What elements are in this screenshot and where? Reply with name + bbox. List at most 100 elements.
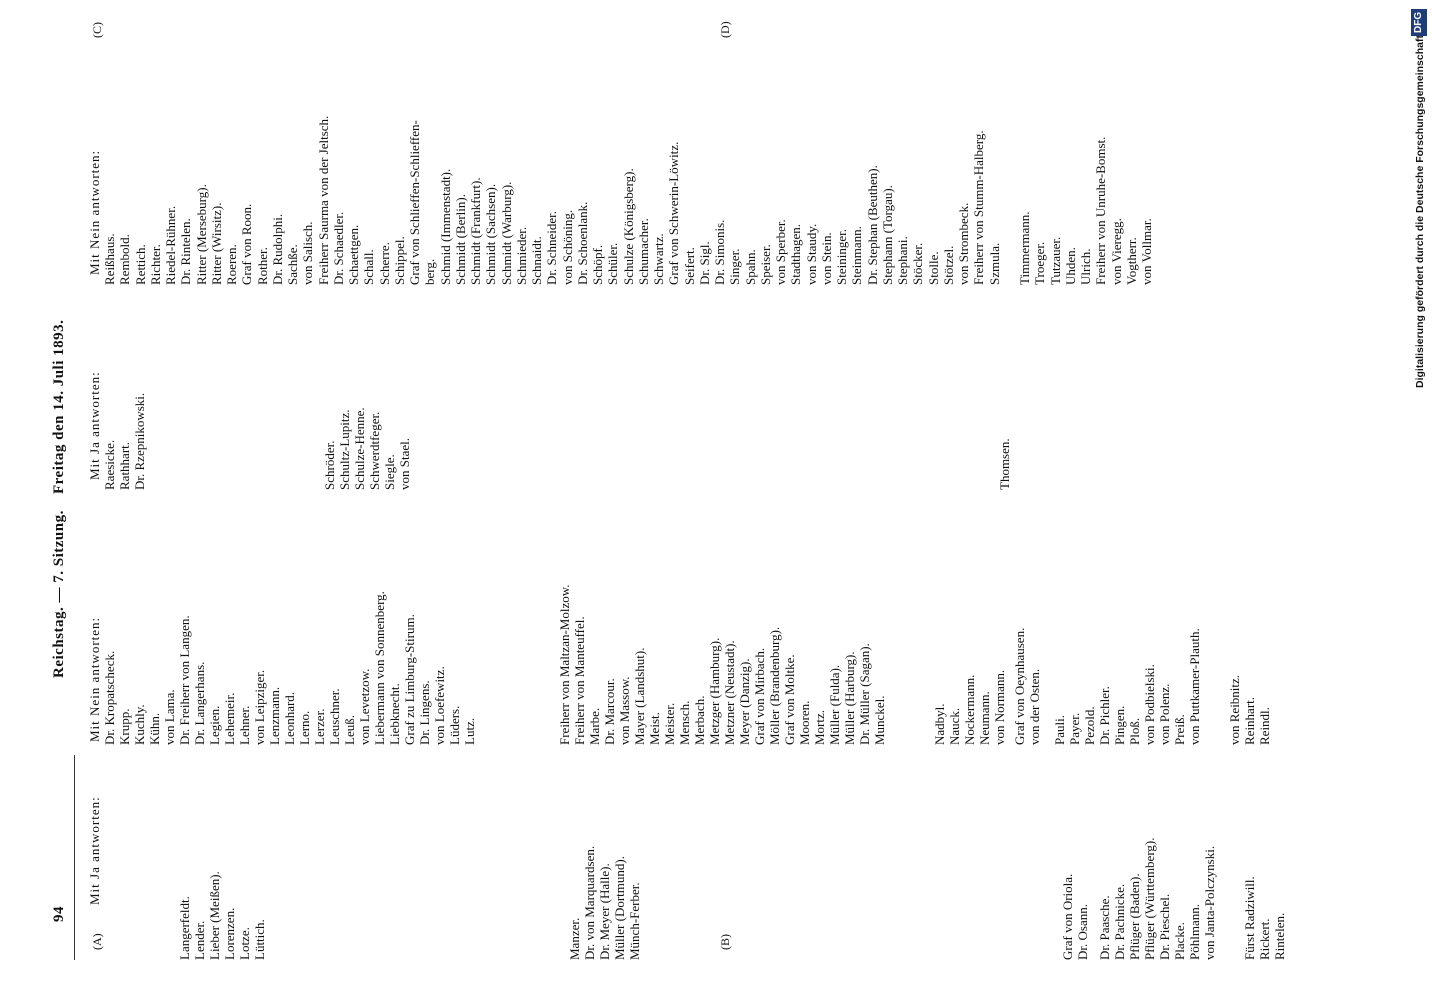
member-name: von der Osten.	[1027, 668, 1042, 745]
member-name: von Puttkamer-Plauth.	[1187, 628, 1202, 745]
member-name: Schmidt (Frankfurt).	[468, 177, 483, 285]
member-name: Dr. Schoenlank.	[574, 201, 590, 285]
margin-mark: (C)	[90, 22, 104, 38]
margin-mark: (A)	[90, 933, 104, 950]
member-name: Uhden.	[1062, 247, 1078, 285]
member-name: Fürst Radziwill.	[1242, 876, 1257, 960]
member-name: Graf von Schwerin-Löwitz.	[666, 141, 682, 285]
member-name: Pauli.	[1052, 715, 1067, 745]
member-name: Schaettgen.	[346, 224, 361, 285]
member-name: Leonhard.	[282, 691, 297, 745]
member-name: Dr. Lingens.	[417, 680, 432, 745]
member-name: Pöhlmann.	[1187, 904, 1202, 960]
member-name: Preiß.	[1172, 714, 1187, 745]
member-name: Tutzauer.	[1047, 236, 1063, 285]
member-name: Liebermann von Sonnenberg.	[372, 591, 387, 745]
member-name: Meyer (Danzig).	[737, 658, 752, 745]
member-name: Stephani.	[895, 236, 910, 285]
member-name: Graf von Schlieffen-Schlieffen-	[407, 120, 422, 285]
member-name: Lotze.	[237, 927, 252, 960]
member-name: Reinhart.	[1242, 696, 1257, 745]
margin-mark: (D)	[718, 21, 732, 38]
member-name: Schröder.	[322, 440, 337, 490]
member-name: Nauck.	[947, 707, 962, 745]
member-name: Dr. Kropatscheck.	[102, 650, 117, 745]
member-name: Rintelen.	[1272, 912, 1287, 960]
member-name: Placke.	[1172, 922, 1187, 960]
member-name: Dr. Rzepnikowski.	[132, 392, 147, 490]
member-name: Schwartz.	[651, 233, 666, 285]
member-name: Timmermann.	[1017, 211, 1032, 285]
member-name: Reindl.	[1257, 707, 1272, 745]
member-name: von Salisch.	[300, 221, 316, 285]
member-name: Kuchly.	[132, 704, 147, 745]
member-name: Mensch.	[677, 700, 692, 745]
member-name: von Polenz.	[1157, 683, 1172, 745]
member-name: Graf von Oriola.	[1060, 873, 1075, 960]
member-name: Munckel.	[872, 695, 887, 745]
member-name: Münch-Ferber.	[627, 882, 642, 960]
member-name: Langerfeldt.	[177, 896, 192, 960]
member-name: Dr. Müller (Sagan).	[857, 643, 872, 745]
member-name: Raesicke.	[102, 439, 117, 490]
member-name: Sachße.	[285, 244, 300, 285]
member-name: Schmidt (Warburg).	[498, 181, 514, 285]
member-name: Mooren.	[797, 700, 812, 745]
member-name: von Staudy.	[803, 223, 819, 285]
member-name: Dr. Pieschel.	[1157, 893, 1172, 960]
column-heading: Mit Ja antworten:	[87, 371, 102, 480]
member-name: Rembold.	[117, 234, 133, 285]
member-name: Dr. Osann.	[1075, 904, 1090, 960]
member-name: Lüders.	[447, 705, 462, 745]
member-name: Lerzer.	[312, 708, 327, 745]
dfg-logo: DFG	[1411, 8, 1427, 36]
member-name: Stadthagen.	[788, 223, 804, 285]
member-name: Dr. Pichler.	[1097, 686, 1112, 745]
column-heading: Mit Nein antworten:	[87, 616, 102, 742]
member-name: Mortz.	[812, 709, 827, 745]
member-name: Szmula.	[986, 242, 1002, 285]
member-name: Meist.	[647, 712, 662, 745]
member-name: von Strombeck.	[956, 202, 971, 285]
member-name: Müller (Fulda).	[827, 664, 842, 745]
member-name: Dr. Schaedler.	[330, 211, 346, 285]
member-name: Graf von Mirbach.	[752, 647, 767, 745]
member-name: von Levetzow.	[357, 668, 372, 745]
member-name: Ritter (Wirsitz).	[208, 202, 224, 285]
member-name: Müller (Harburg).	[842, 651, 857, 745]
member-name: Schnaidt.	[529, 236, 544, 285]
member-name: Speiser.	[757, 244, 773, 285]
running-date: Freitag den 14. Juli 1893.	[51, 319, 67, 494]
member-name: Stötzel.	[940, 245, 956, 285]
member-name: Dr. Marcour.	[602, 678, 617, 745]
member-name: Rother.	[254, 247, 270, 285]
page-number: 94	[51, 906, 67, 922]
member-name: Rickert.	[1257, 918, 1272, 960]
member-name: Marbe.	[587, 707, 602, 745]
member-name: von Podbielski.	[1142, 664, 1157, 745]
member-name: Schwerdtfeger.	[367, 411, 382, 490]
member-name: Dr. Rintelen.	[178, 218, 194, 285]
member-name: Payer.	[1067, 712, 1082, 745]
member-name: Pflüger (Baden).	[1127, 873, 1142, 960]
member-name: Dr. von Marquardsen.	[582, 845, 597, 960]
rule	[74, 755, 75, 960]
member-name: Dr. Pachnicke.	[1112, 883, 1127, 960]
member-name: Manzer.	[567, 917, 582, 960]
member-name: Dr. Schneider.	[544, 210, 560, 285]
member-name: Vogtherr.	[1123, 237, 1139, 285]
member-name: Ritter (Merseburg).	[193, 184, 209, 285]
member-name: Riedel-Rühner.	[163, 205, 178, 285]
member-name: Mayer (Landshut).	[632, 647, 647, 745]
member-name: Freiherr von Unruhe-Bomst.	[1093, 136, 1109, 285]
member-name: Spahn.	[742, 249, 758, 285]
member-name: Kühn.	[147, 712, 162, 745]
member-name: Ulrich.	[1078, 248, 1093, 285]
member-name: Schall.	[361, 249, 377, 285]
member-name: Reißhaus.	[102, 233, 117, 285]
member-name: Graf von Oeynhausen.	[1012, 627, 1027, 745]
member-name: Legien.	[207, 705, 222, 745]
member-name: Steinmann.	[849, 226, 865, 285]
